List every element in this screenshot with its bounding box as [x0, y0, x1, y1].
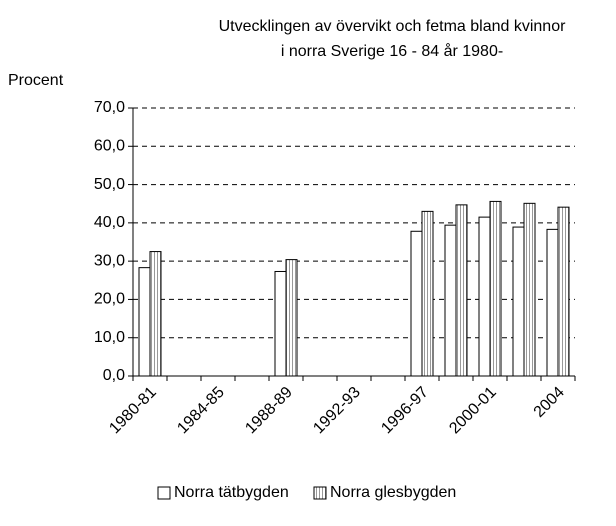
bar	[557, 206, 570, 377]
bar	[138, 267, 151, 377]
x-tick-label: 1988-89	[242, 384, 296, 438]
bar	[455, 204, 468, 377]
y-tick-label: 60,0	[94, 138, 125, 155]
bar	[285, 259, 298, 377]
bar	[523, 202, 536, 377]
bar	[410, 230, 423, 377]
bar	[512, 226, 525, 377]
y-tick-label: 40,0	[94, 214, 125, 231]
y-tick-label: 30,0	[94, 252, 125, 269]
legend-swatch	[313, 486, 327, 500]
y-tick-label: 20,0	[94, 291, 125, 308]
bar	[149, 251, 162, 377]
bar	[421, 210, 434, 377]
x-tick-label: 1992-93	[310, 384, 364, 438]
y-axis-label: Procent	[8, 72, 64, 89]
legend-swatch	[157, 486, 171, 500]
x-tick-label: 1996-97	[378, 384, 432, 438]
legend-label: Norra glesbygden	[330, 484, 456, 501]
x-tick-label: 2000-01	[446, 384, 500, 438]
chart-title: i norra Sverige 16 - 84 år 1980-	[281, 42, 503, 60]
chart-title: Utvecklingen av övervikt och fetma bland…	[219, 18, 567, 35]
legend-label: Norra tätbygden	[174, 484, 289, 501]
y-tick-label: 10,0	[94, 329, 125, 346]
bar	[274, 270, 287, 377]
bar	[444, 224, 457, 377]
y-tick-label: 50,0	[94, 176, 125, 193]
x-tick-label: 2004	[531, 384, 568, 421]
bar	[478, 216, 491, 377]
bar	[546, 228, 559, 377]
y-tick-label: 0,0	[103, 367, 125, 384]
x-tick-label: 1980-81	[106, 384, 160, 438]
y-tick-label: 70,0	[94, 99, 125, 116]
x-tick-label: 1984-85	[174, 384, 228, 438]
bar	[489, 200, 502, 377]
